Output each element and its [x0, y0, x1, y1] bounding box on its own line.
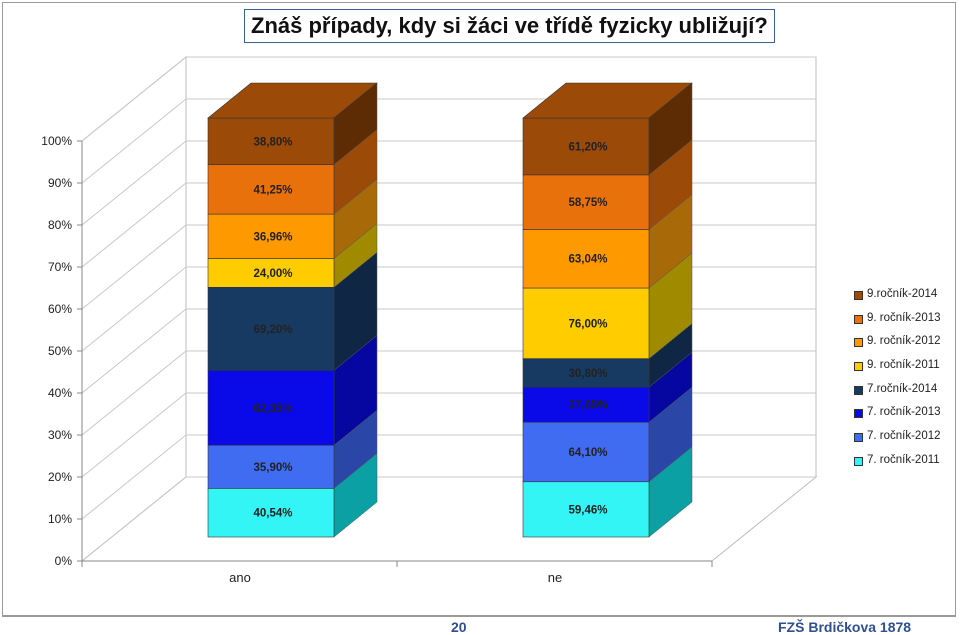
gridline: [81, 56, 816, 142]
bar-segment: [207, 164, 335, 215]
data-label: 58,75%: [568, 197, 607, 209]
data-label: 61,20%: [568, 141, 607, 153]
legend-swatch: [854, 433, 863, 443]
data-label: 69,20%: [253, 324, 292, 336]
data-label: 76,00%: [568, 318, 607, 330]
bar-segment: [207, 444, 335, 489]
y-tick-label: 80%: [48, 218, 72, 232]
data-label: 59,46%: [568, 504, 607, 516]
bar-segment: [207, 488, 335, 538]
data-label: 62,35%: [253, 403, 292, 415]
bar-segment: [207, 370, 335, 446]
data-label: 37,65%: [568, 400, 607, 412]
slide-frame: [2, 2, 956, 616]
bar-segment: [522, 358, 650, 388]
footer-divider: [2, 616, 956, 617]
data-label: 40,54%: [253, 508, 292, 520]
bar-top: [522, 82, 693, 119]
y-tick-label: 70%: [48, 260, 72, 274]
y-tick-label: 40%: [48, 386, 72, 400]
legend-swatch: [854, 338, 863, 348]
data-label: 24,00%: [253, 268, 292, 280]
legend-label: 7. ročník-2013: [867, 406, 941, 419]
school-name: FZŠ Brdičkova 1878: [778, 619, 912, 635]
data-label: 41,25%: [253, 184, 292, 196]
bar-segment: [207, 258, 335, 288]
data-label: 36,96%: [253, 231, 292, 243]
data-label: 63,04%: [568, 254, 607, 266]
legend-label: 9.ročník-2014: [867, 288, 938, 300]
data-labels: 40,54% 35,90% 62,35% 69,20% 24,00% 36,96% 41,2…: [253, 136, 607, 519]
floor: [80, 476, 818, 562]
bar-segment: [522, 287, 650, 359]
legend-swatch: [854, 291, 863, 300]
y-axis: 0% 10% 20% 30% 40% 50% 60% 70% 80% 90% 100%: [41, 134, 83, 568]
y-tick-label: 0%: [55, 554, 73, 568]
data-label: 64,10%: [568, 447, 607, 459]
legend-swatch: [854, 409, 863, 419]
y-tick-label: 100%: [41, 134, 72, 148]
x-category-label: ne: [548, 570, 562, 585]
x-category-label: ano: [229, 570, 251, 585]
bar-segment: [522, 229, 650, 289]
bar-segment: [522, 421, 650, 483]
bar-segment: [522, 174, 650, 230]
bar-segment: [207, 286, 335, 371]
y-tick-label: 10%: [48, 512, 72, 526]
legend-label: 7. ročník-2011: [867, 453, 940, 466]
x-axis: ano ne: [81, 560, 713, 585]
data-label: 30,80%: [568, 368, 607, 380]
legend-label: 9. ročník-2011: [867, 359, 940, 372]
data-label: 35,90%: [253, 462, 292, 474]
y-tick-label: 30%: [48, 428, 72, 442]
legend-swatch: [854, 362, 863, 372]
data-label: 38,80%: [253, 136, 292, 148]
legend-label: 7.ročník-2014: [867, 382, 938, 395]
legend-swatch: [854, 385, 863, 395]
chart-walls: [80, 55, 818, 563]
bar-segment: [207, 117, 335, 165]
legend-swatch: [854, 314, 863, 324]
y-tick-label: 90%: [48, 176, 72, 190]
bar-top: [207, 82, 378, 119]
bar-segment: [522, 386, 650, 423]
legend-label: 9. ročník-2013: [867, 311, 941, 324]
page-number: 20: [451, 619, 467, 635]
legend-swatch: [854, 456, 863, 466]
legend-label: 7. ročník-2012: [867, 430, 941, 443]
y-tick-label: 50%: [48, 344, 72, 358]
stacked-3d-bar-chart: 0%10%20%30%40%50%60%70%80%90%100% ano ne …: [41, 55, 818, 585]
y-tick-label: 20%: [48, 470, 72, 484]
y-tick-label: 60%: [48, 302, 72, 316]
bar-segment: [522, 481, 650, 538]
legend-label: 9. ročník-2012: [867, 335, 941, 348]
bars: [207, 82, 693, 538]
slide-title: Znáš případy, kdy si žáci ve třídě fyzic…: [244, 9, 775, 43]
